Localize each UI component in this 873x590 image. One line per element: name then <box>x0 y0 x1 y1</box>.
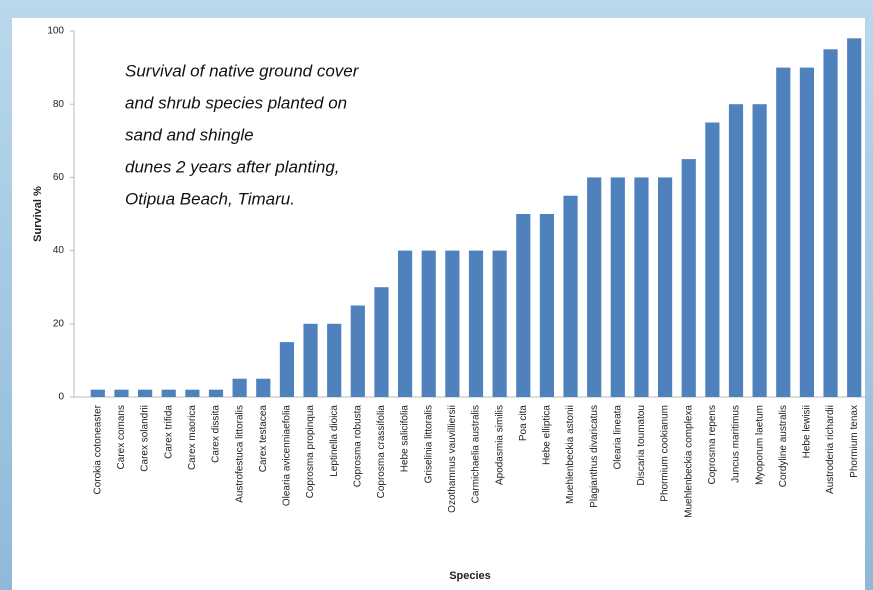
x-tick-label: Ozothamnus vauvilliersii <box>447 405 458 513</box>
bar <box>516 214 531 397</box>
x-tick-label: Leptinella dioica <box>329 405 340 477</box>
chart-title: Survival of native ground cover <box>125 61 360 80</box>
x-tick-label: Coprosma propinqua <box>305 405 316 499</box>
bar <box>279 342 294 397</box>
bar <box>728 104 744 397</box>
bar <box>492 250 507 397</box>
x-tick-label: Phormium cookianum <box>660 405 671 502</box>
x-tick-label: Coprosma crassifolia <box>376 405 387 499</box>
x-tick-label: Carmichaelia australis <box>471 405 482 503</box>
x-tick-label: Myoporum laetum <box>754 405 765 485</box>
chart-title: Otipua Beach, Timaru. <box>125 189 295 208</box>
bar <box>468 250 484 397</box>
x-tick-label: Carex comans <box>116 405 127 469</box>
x-tick-label: Hebe elliptica <box>542 405 553 465</box>
x-tick-label: Griselinia littoralis <box>423 405 434 483</box>
bar <box>161 389 176 397</box>
y-tick-label: 60 <box>53 172 65 183</box>
x-tick-label: Coprosma robusta <box>352 405 363 488</box>
x-tick-label: Carex trifida <box>163 405 174 459</box>
bar <box>705 122 720 397</box>
bar <box>752 104 767 397</box>
y-tick-label: 80 <box>53 99 65 110</box>
bar <box>138 389 153 397</box>
x-tick-label: Discaria toumatou <box>636 405 647 486</box>
bar <box>847 38 862 397</box>
bar <box>823 49 838 398</box>
x-tick-label: Muehlenbeckia astonii <box>565 405 576 504</box>
bar <box>256 378 271 397</box>
x-tick-label: Phormium tenax <box>849 405 860 478</box>
bar <box>327 323 342 397</box>
x-tick-label: Poa cita <box>518 405 529 442</box>
bar <box>208 389 224 397</box>
y-tick-label: 0 <box>58 392 64 403</box>
bar <box>185 389 200 397</box>
bar <box>587 177 602 397</box>
bar <box>350 305 365 397</box>
bar <box>799 67 814 397</box>
y-axis-label: Survival % <box>32 186 44 242</box>
bar <box>114 389 129 397</box>
bar <box>398 250 413 397</box>
x-tick-label: Plagianthus divaricatus <box>589 405 600 508</box>
x-tick-label: Juncus maritimus <box>731 405 742 483</box>
x-tick-label: Corokia cotoneaster <box>92 404 103 494</box>
x-tick-label: Carex testacea <box>258 405 269 473</box>
x-tick-label: Apodasmia similis <box>494 405 505 485</box>
bar <box>90 389 105 397</box>
bar <box>681 159 696 397</box>
x-tick-label: Olearia avicenniaefolia <box>282 405 293 507</box>
x-tick-label: Austrofestuca littoralis <box>234 405 245 503</box>
y-tick-label: 40 <box>53 245 65 256</box>
x-tick-label: Austroderia richardii <box>825 405 836 494</box>
chart-title: sand and shingle <box>125 125 254 144</box>
x-tick-label: Carex maorica <box>187 405 198 470</box>
x-tick-label: Coprosma repens <box>707 405 718 484</box>
chart-title: and shrub species planted on <box>125 93 347 112</box>
bar <box>303 323 318 397</box>
bar <box>658 177 673 397</box>
x-axis-label: Species <box>449 570 491 582</box>
y-tick-label: 20 <box>53 318 65 329</box>
bar <box>374 287 389 397</box>
bar <box>421 250 436 397</box>
bar <box>445 250 460 397</box>
x-tick-label: Hebe lewisii <box>802 405 813 458</box>
x-tick-label: Muehlenbeckia complexa <box>683 405 694 518</box>
x-tick-label: Carex solandrii <box>140 405 151 472</box>
chart-area <box>12 18 865 590</box>
x-tick-label: Olearia lineata <box>612 405 623 470</box>
x-tick-label: Hebe salicifolia <box>400 405 411 473</box>
bar <box>563 195 578 397</box>
bar <box>610 177 625 397</box>
x-tick-label: Carex dissita <box>211 405 222 463</box>
chart-title: dunes 2 years after planting, <box>125 157 340 176</box>
bar <box>634 177 649 397</box>
x-tick-label: Cordyline australis <box>778 405 789 487</box>
bar <box>776 67 791 397</box>
bar <box>232 378 247 397</box>
y-tick-label: 100 <box>47 26 64 37</box>
bar <box>539 214 554 397</box>
